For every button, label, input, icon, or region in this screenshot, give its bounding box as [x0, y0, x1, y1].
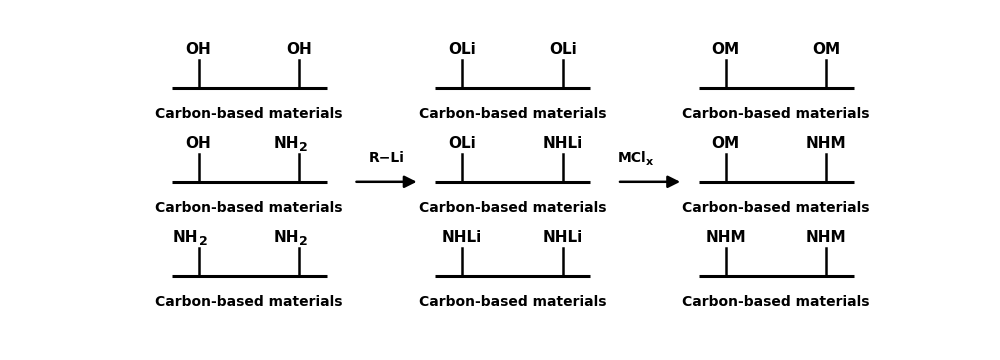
Text: Carbon-based materials: Carbon-based materials: [155, 107, 343, 121]
Text: OM: OM: [812, 41, 840, 57]
Text: OH: OH: [287, 41, 312, 57]
Text: Carbon-based materials: Carbon-based materials: [682, 107, 870, 121]
Text: OLi: OLi: [448, 136, 476, 151]
Text: Carbon-based materials: Carbon-based materials: [682, 201, 870, 215]
Text: NHLi: NHLi: [543, 136, 583, 151]
Text: Carbon-based materials: Carbon-based materials: [419, 296, 606, 310]
Text: NH: NH: [173, 230, 199, 245]
Text: Carbon-based materials: Carbon-based materials: [682, 296, 870, 310]
Text: Carbon-based materials: Carbon-based materials: [419, 107, 606, 121]
Text: OLi: OLi: [448, 41, 476, 57]
Text: Carbon-based materials: Carbon-based materials: [419, 201, 606, 215]
Text: NHM: NHM: [806, 136, 847, 151]
Text: 2: 2: [299, 141, 308, 154]
Text: OH: OH: [186, 136, 212, 151]
Text: 2: 2: [199, 235, 207, 248]
Text: Carbon-based materials: Carbon-based materials: [155, 296, 343, 310]
Text: NHM: NHM: [705, 230, 746, 245]
Text: OM: OM: [712, 136, 740, 151]
Text: NHM: NHM: [806, 230, 847, 245]
Text: NH: NH: [274, 136, 299, 151]
Text: x: x: [646, 157, 653, 167]
Text: R−Li: R−Li: [369, 151, 404, 165]
Text: OH: OH: [186, 41, 212, 57]
Text: 2: 2: [299, 235, 308, 248]
Text: OLi: OLi: [549, 41, 577, 57]
Text: NHLi: NHLi: [442, 230, 482, 245]
Text: Carbon-based materials: Carbon-based materials: [155, 201, 343, 215]
Text: MCl: MCl: [618, 151, 646, 165]
Text: OM: OM: [712, 41, 740, 57]
Text: NH: NH: [274, 230, 299, 245]
Text: NHLi: NHLi: [543, 230, 583, 245]
